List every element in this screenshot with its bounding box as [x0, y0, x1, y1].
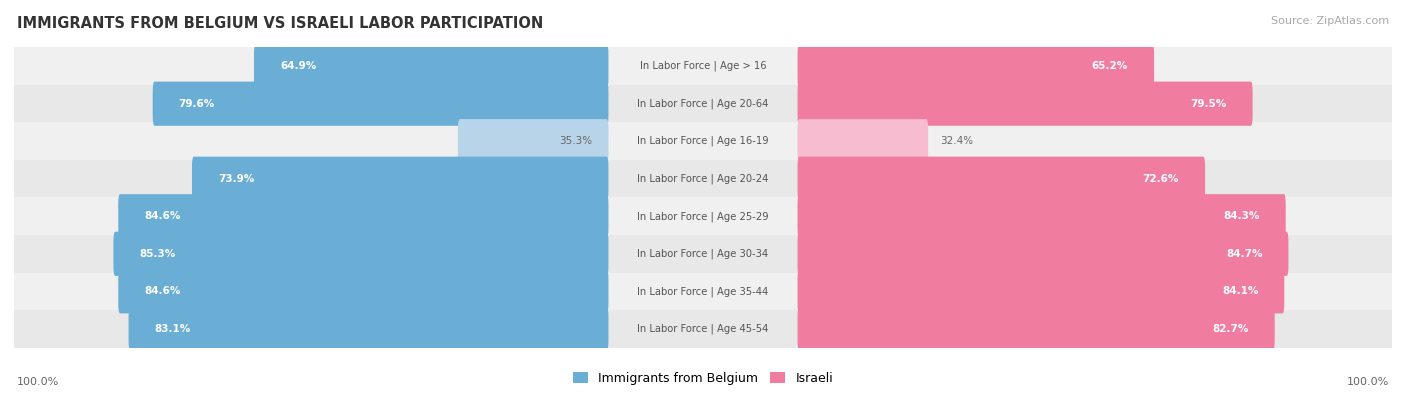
- FancyBboxPatch shape: [797, 44, 1154, 88]
- Text: 79.6%: 79.6%: [179, 99, 215, 109]
- Text: IMMIGRANTS FROM BELGIUM VS ISRAELI LABOR PARTICIPATION: IMMIGRANTS FROM BELGIUM VS ISRAELI LABOR…: [17, 16, 543, 31]
- Text: 85.3%: 85.3%: [139, 249, 176, 259]
- Legend: Immigrants from Belgium, Israeli: Immigrants from Belgium, Israeli: [572, 372, 834, 385]
- FancyBboxPatch shape: [797, 157, 1205, 201]
- FancyBboxPatch shape: [118, 194, 609, 238]
- FancyBboxPatch shape: [14, 310, 1392, 348]
- Text: 84.7%: 84.7%: [1226, 249, 1263, 259]
- FancyBboxPatch shape: [458, 119, 609, 163]
- Text: Source: ZipAtlas.com: Source: ZipAtlas.com: [1271, 16, 1389, 26]
- Text: In Labor Force | Age 20-64: In Labor Force | Age 20-64: [637, 98, 769, 109]
- Text: In Labor Force | Age 30-34: In Labor Force | Age 30-34: [637, 248, 769, 259]
- Text: 73.9%: 73.9%: [218, 174, 254, 184]
- FancyBboxPatch shape: [153, 82, 609, 126]
- FancyBboxPatch shape: [14, 235, 1392, 273]
- FancyBboxPatch shape: [797, 269, 1284, 313]
- Text: In Labor Force | Age 35-44: In Labor Force | Age 35-44: [637, 286, 769, 297]
- Text: 65.2%: 65.2%: [1092, 61, 1128, 71]
- Text: 79.5%: 79.5%: [1191, 99, 1226, 109]
- Text: 84.6%: 84.6%: [145, 286, 180, 296]
- FancyBboxPatch shape: [797, 194, 1285, 238]
- FancyBboxPatch shape: [114, 232, 609, 276]
- FancyBboxPatch shape: [14, 198, 1392, 235]
- Text: 72.6%: 72.6%: [1143, 174, 1180, 184]
- FancyBboxPatch shape: [14, 160, 1392, 198]
- Text: 100.0%: 100.0%: [1347, 377, 1389, 387]
- FancyBboxPatch shape: [14, 85, 1392, 122]
- FancyBboxPatch shape: [128, 307, 609, 351]
- Text: 35.3%: 35.3%: [560, 136, 593, 146]
- Text: 64.9%: 64.9%: [280, 61, 316, 71]
- Text: In Labor Force | Age > 16: In Labor Force | Age > 16: [640, 61, 766, 71]
- Text: In Labor Force | Age 25-29: In Labor Force | Age 25-29: [637, 211, 769, 222]
- Text: In Labor Force | Age 45-54: In Labor Force | Age 45-54: [637, 324, 769, 334]
- Text: 83.1%: 83.1%: [155, 324, 191, 334]
- Text: 100.0%: 100.0%: [17, 377, 59, 387]
- FancyBboxPatch shape: [14, 47, 1392, 85]
- Text: 84.6%: 84.6%: [145, 211, 180, 221]
- Text: 32.4%: 32.4%: [941, 136, 973, 146]
- FancyBboxPatch shape: [797, 119, 928, 163]
- FancyBboxPatch shape: [14, 273, 1392, 310]
- Text: 84.3%: 84.3%: [1223, 211, 1260, 221]
- FancyBboxPatch shape: [118, 269, 609, 313]
- FancyBboxPatch shape: [797, 232, 1288, 276]
- FancyBboxPatch shape: [797, 307, 1275, 351]
- Text: 82.7%: 82.7%: [1212, 324, 1249, 334]
- Text: In Labor Force | Age 16-19: In Labor Force | Age 16-19: [637, 136, 769, 147]
- Text: 84.1%: 84.1%: [1222, 286, 1258, 296]
- FancyBboxPatch shape: [797, 82, 1253, 126]
- FancyBboxPatch shape: [14, 122, 1392, 160]
- FancyBboxPatch shape: [254, 44, 609, 88]
- FancyBboxPatch shape: [193, 157, 609, 201]
- Text: In Labor Force | Age 20-24: In Labor Force | Age 20-24: [637, 173, 769, 184]
